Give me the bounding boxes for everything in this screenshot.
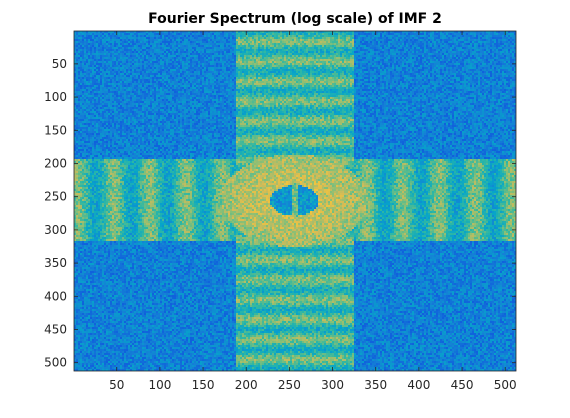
x-tick-label: 350 [364, 378, 387, 392]
spectrum-image [74, 31, 516, 371]
y-tick-label: 150 [44, 123, 67, 137]
y-tick-label: 300 [44, 223, 67, 237]
spectrum-canvas [74, 31, 516, 371]
x-tick-label: 100 [148, 378, 171, 392]
y-tick-label: 350 [44, 256, 67, 270]
y-tick-label: 500 [44, 356, 67, 370]
axes-box [73, 30, 517, 372]
y-tick-label: 400 [44, 289, 67, 303]
chart-title: Fourier Spectrum (log scale) of IMF 2 [148, 11, 442, 27]
y-tick-label: 250 [44, 190, 67, 204]
y-tick-label: 100 [44, 90, 67, 104]
x-tick-label: 50 [109, 378, 124, 392]
x-tick-label: 500 [494, 378, 517, 392]
y-tick-label: 450 [44, 322, 67, 336]
x-axis: 50 100 150 200 250 300 350 400 450 500 [109, 31, 517, 392]
x-tick-label: 400 [407, 378, 430, 392]
x-tick-label: 300 [321, 378, 344, 392]
x-tick-label: 150 [192, 378, 215, 392]
y-tick-label: 50 [52, 57, 67, 71]
x-tick-label: 450 [451, 378, 474, 392]
x-tick-label: 200 [235, 378, 258, 392]
x-tick-label: 250 [278, 378, 301, 392]
y-axis: 50 100 150 200 250 300 350 400 450 500 [44, 57, 516, 370]
y-tick-label: 200 [44, 156, 67, 170]
